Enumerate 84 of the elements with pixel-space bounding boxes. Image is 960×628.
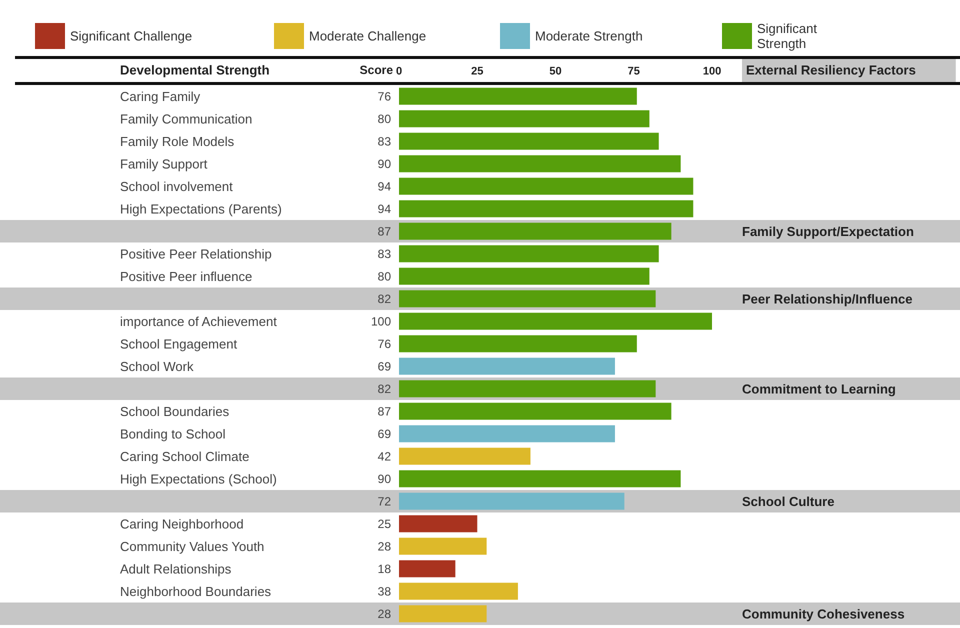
y2-tick-label: Family Support/Expectation (742, 224, 914, 239)
bar (399, 245, 659, 262)
data-label: 25 (378, 516, 392, 531)
bar (399, 268, 650, 285)
bar (399, 380, 656, 398)
y-tick-label: School Boundaries (120, 404, 230, 419)
data-label: 76 (378, 336, 392, 351)
bar (399, 515, 478, 532)
data-label: 18 (378, 562, 392, 576)
y-tick-label: Family Communication (120, 111, 252, 126)
text: Score (360, 63, 394, 77)
data-label: 87 (378, 224, 392, 238)
legend-label: Significant Strength (757, 21, 821, 51)
y2-tick-label: Peer Relationship/Influence (742, 291, 912, 306)
bar (399, 335, 637, 352)
y-tick-label: Caring Family (120, 88, 201, 104)
data-label: 76 (378, 89, 392, 104)
y-tick-label: School involvement (120, 178, 234, 194)
y-tick-label: Positive Peer influence (120, 268, 252, 284)
y-tick-label: School Engagement (120, 336, 238, 352)
y-tick-label: Adult Relationships (120, 561, 232, 576)
x2-tick-label: 50 (549, 66, 562, 78)
y2-tick-label: Commitment to Learning (742, 381, 896, 396)
y-tick-label: Positive Peer Relationship (120, 246, 272, 262)
legend-label: Moderate Strength (535, 28, 643, 44)
y-tick-label: High Expectations (Parents) (120, 201, 282, 216)
y-tick-label: Family Support (120, 156, 208, 172)
data-label: 80 (378, 112, 392, 126)
data-label: 94 (378, 179, 392, 194)
y-tick-label: importance of Achievement (120, 314, 278, 329)
data-label: 90 (378, 156, 392, 171)
bar (399, 492, 624, 510)
bar (399, 605, 487, 622)
data-label: 38 (378, 584, 392, 598)
bar (399, 178, 694, 195)
bar (399, 560, 456, 578)
bar (399, 312, 712, 330)
y-tick-label: Caring Neighborhood (120, 516, 244, 532)
bar (399, 470, 681, 488)
x2-tick-label: 25 (471, 66, 484, 78)
bar (399, 358, 615, 375)
y2-axis-title: External Resiliency Factors (746, 62, 916, 78)
y-tick-label: Community Values Youth (120, 538, 264, 554)
data-label: 100 (370, 314, 392, 328)
bar (399, 200, 694, 218)
y2-tick-label: School Culture (742, 494, 834, 509)
data-label: 80 (378, 269, 392, 284)
bar (399, 88, 637, 105)
y-tick-label: Neighborhood Boundaries (120, 584, 272, 599)
x2-tick-label: 100 (702, 66, 722, 78)
bar (399, 222, 672, 240)
bar (399, 290, 656, 308)
bar (399, 155, 681, 172)
data-label: 82 (378, 382, 392, 396)
data-label: 83 (378, 134, 392, 148)
data-label: 69 (378, 359, 392, 374)
bar (399, 132, 659, 150)
x2-tick-label: 75 (628, 66, 640, 78)
data-label: 82 (378, 292, 392, 306)
bar (399, 402, 672, 420)
x2-tick-label: 0 (396, 66, 402, 78)
legend-label: Significant Challenge (70, 28, 192, 44)
data-label: 83 (378, 246, 392, 261)
bar (399, 538, 487, 555)
bar (399, 110, 650, 128)
bar (399, 425, 615, 442)
y-tick-label: Family Role Models (120, 134, 235, 149)
y-tick-label: School Work (120, 358, 194, 374)
data-label: 42 (378, 449, 392, 464)
legend-label: Moderate Challenge (309, 28, 426, 44)
y-tick-label: Caring School Climate (120, 448, 250, 464)
y-tick-label: High Expectations (School) (120, 471, 277, 486)
y-tick-label: Bonding to School (120, 426, 226, 442)
data-label: 72 (378, 494, 392, 508)
data-label: 90 (378, 472, 392, 486)
bar (399, 448, 530, 465)
data-label: 94 (378, 202, 392, 216)
y-axis-title: Developmental Strength (120, 62, 270, 78)
bar (399, 582, 518, 600)
y2-tick-label: Community Cohesiveness (742, 606, 905, 622)
data-label: 69 (378, 426, 392, 441)
data-label: 28 (378, 606, 392, 621)
data-label: 87 (378, 404, 392, 418)
data-label: 28 (378, 539, 392, 554)
